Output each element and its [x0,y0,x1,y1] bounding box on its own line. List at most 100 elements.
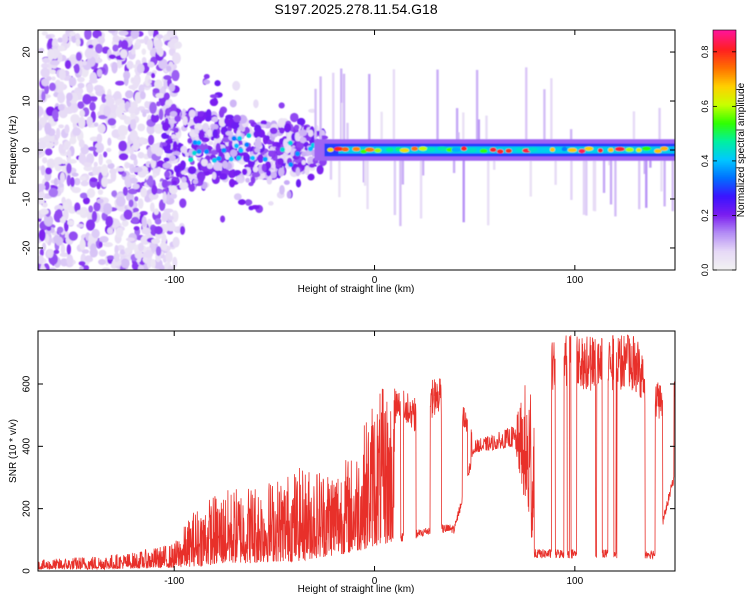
snr-panel: -100 0 100 0 200 400 600 Height of straight li… [8,330,676,595]
spectrogram-cell [327,147,334,153]
colorbar-cell [713,42,736,45]
spectrogram-cell [107,117,117,126]
spectrogram-cell [76,223,85,228]
spectrogram-cell [153,208,159,216]
spectrogram-cell [225,114,234,120]
colorbar-cell [713,180,736,183]
spectrogram-cell [592,150,596,211]
colorbar-cell [713,168,736,171]
spectrogram-cell [641,146,652,151]
spectrogram-cell [276,142,282,148]
spectrogram-cell [477,119,481,150]
colorbar-cell [713,96,736,99]
spectrogram-cell [319,76,322,150]
spectrogram-cell [496,149,504,154]
spectrogram-cell [171,134,177,140]
spectrogram-cell [103,105,111,117]
spectrogram-cell [94,142,105,154]
colorbar-cell [713,166,736,169]
spectrogram-cell [114,244,119,255]
spectrogram-cell [134,250,144,260]
spectrogram-cell [55,208,63,220]
spectrogram-cell [174,41,183,49]
spectrogram-cell [120,249,126,255]
spectrogram-cell [460,146,467,151]
colorbar-cell [713,116,736,119]
snr-y-axis-label: SNR (10 * v/v) [8,419,19,483]
spectrogram-cell [228,156,234,162]
colorbar-cell [713,156,736,159]
colorbar-cell [713,106,736,109]
spectrogram-cell [66,174,71,187]
spectrogram-cell [230,122,240,129]
spectrogram-cell [146,178,154,186]
spectrogram-cell [118,153,129,161]
colorbar-cell [713,122,736,125]
spectrogram-cell [59,216,66,224]
spectrogram-cell [585,150,588,216]
spectrogram-cell [168,83,176,92]
spectrogram-cell [172,151,181,157]
spectrogram-cell [238,199,246,206]
spectrogram-cell [277,158,284,165]
colorbar-cell [713,98,736,101]
spectrogram-cell [260,120,268,125]
spectrogram-cell [56,226,64,234]
spectrogram-cell [43,214,54,227]
spectrogram-cell [270,171,277,179]
spectrogram-cell [115,196,126,207]
colorbar-cell [713,140,736,143]
colorbar-cell [713,128,736,131]
spectrogram-cell [146,38,154,51]
colorbar-cell [713,170,736,173]
colorbar-cell [713,124,736,127]
spectrogram-cell [58,68,66,81]
spectrogram-cell [307,146,313,152]
spectrogram-cell [130,118,137,131]
spectrogram-cell [162,162,172,169]
spectrogram-cell [479,148,488,154]
spectrogram-cell [172,256,178,268]
colorbar-cell [713,32,736,35]
spectrogram-cell [93,161,98,168]
spectrogram-cell [86,83,94,94]
spectrogram-cell [140,187,147,198]
spectrogram-cell [254,147,261,153]
spectrogram-cell [120,39,129,50]
spectrogram-cell [582,150,586,215]
spectrogram-cell [112,93,121,99]
colorbar-cell [713,164,736,167]
spectrogram-cell [130,30,140,40]
spectrogram-cell [196,149,202,155]
colorbar-cell [713,258,736,261]
spectrogram-cell [53,177,59,186]
spectrogram-cell [225,130,234,136]
colorbar-cell [713,30,736,33]
colorbar-cell [713,194,736,197]
spectrogram-cell [44,84,49,95]
snr-ticks: -100 0 100 0 200 400 600 [22,331,675,587]
spectrogram-cell [53,234,61,244]
spectrogram-cell [153,39,163,50]
spectrogram-cell [316,164,324,175]
spectrogram-cell [165,251,173,263]
spectrogram-cell [163,157,170,162]
spectrogram-cell [68,76,77,87]
spectrogram-cell [436,69,439,150]
spectrogram-cell [129,177,138,184]
spectrogram-cell [314,88,317,150]
spectrogram-cell [654,148,662,154]
spectrogram-cell [96,68,103,78]
spectrogram-cell [91,228,100,239]
spectrogram-cell [342,73,346,150]
colorbar-cell [713,160,736,163]
spectrogram-cell [549,147,555,152]
spectrogram-cell [123,209,133,220]
spectrogram-cell [578,148,586,154]
spectrogram-cell [93,201,101,212]
colorbar-cell [713,266,736,269]
spectrogram-cell [462,150,465,223]
spectrogram-cell [75,51,82,62]
colorbar-cell [713,78,736,81]
